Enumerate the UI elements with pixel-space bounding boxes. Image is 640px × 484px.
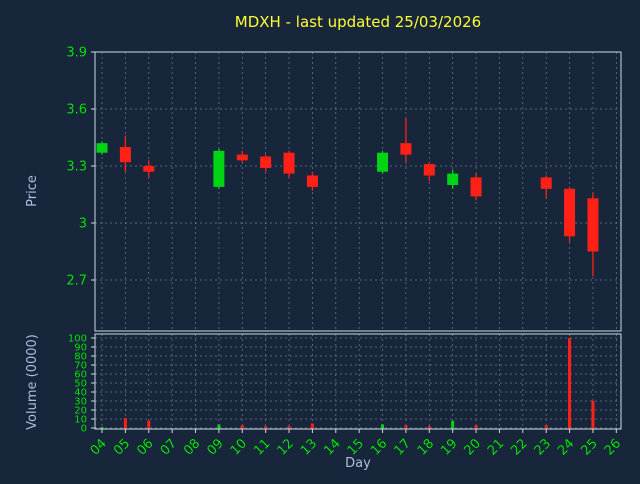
volume-bar [544,425,548,429]
x-axis-label: Day [345,456,371,471]
candle-body [400,143,412,155]
candle-body [96,143,108,153]
candle-body [377,152,389,172]
price-tick-label: 2.7 [66,274,87,289]
volume-bar [287,426,291,429]
volume-bar [310,423,314,429]
volume-bar [451,420,455,429]
volume-panel-border [94,333,622,430]
candle-body [283,152,295,174]
volume-bar [147,420,151,429]
price-tick-label: 3.3 [66,160,87,175]
volume-bar [474,425,478,429]
candle-body [236,154,248,161]
candle-body [306,175,318,187]
volume-bar [217,424,221,429]
candle-body [213,150,225,187]
volume-bar [100,427,104,429]
volume-axis-label: Volume (0000) [25,334,40,430]
volume-bar [264,426,268,429]
price-axis-label: Price [25,175,40,207]
price-tick-label: 3.9 [66,46,87,61]
volume-bar [404,425,408,429]
volume-bar [568,338,572,429]
candle-body [119,147,131,163]
volume-tick-label: 10 [74,415,87,426]
volume-tick-label: 30 [74,397,87,408]
volume-bar [427,426,431,429]
volume-tick-label: 0 [81,424,87,435]
volume-tick-label: 100 [68,334,87,345]
volume-tick-label: 90 [74,343,87,354]
candle-body [423,164,435,176]
price-tick-label: 3.6 [66,103,87,118]
candle-body [564,188,576,237]
volume-tick-label: 70 [74,361,87,372]
candle-body [143,166,155,172]
volume-bar [240,425,244,429]
candle-body [470,177,482,197]
candle-body [447,173,459,185]
price-panel-border [94,51,622,332]
volume-bar [591,401,595,429]
volume-bars [100,338,595,429]
candles [96,118,599,277]
volume-tick-label: 80 [74,352,87,363]
price-tick-label: 3 [79,217,87,232]
volume-bar [381,424,385,429]
candle-body [540,177,552,189]
candle-body [587,198,599,252]
candle-body [260,156,272,168]
chart-title: MDXH - last updated 25/03/2026 [235,13,481,31]
volume-tick-label: 20 [74,406,87,417]
volume-tick-label: 40 [74,388,87,399]
volume-tick-label: 60 [74,370,87,381]
volume-tick-label: 50 [74,379,87,390]
volume-bar [123,418,127,429]
